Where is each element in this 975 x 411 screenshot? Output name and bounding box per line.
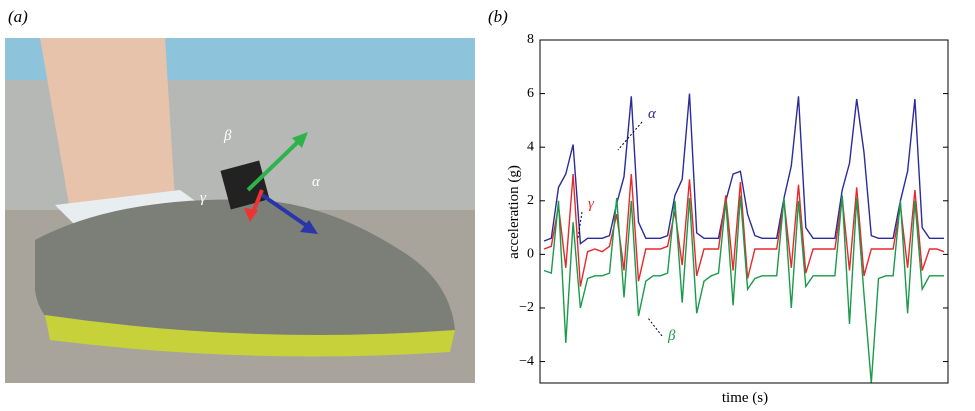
- x-axis-label: time (s): [722, 390, 768, 406]
- photo-arrow-label: γ: [200, 190, 207, 206]
- sole: [45, 315, 455, 357]
- alpha-arrow: [260, 193, 312, 230]
- series-label: α: [648, 106, 657, 122]
- y-tick-label: −2: [519, 300, 534, 315]
- gamma-arrowhead: [244, 208, 258, 222]
- plot: −4 −2 0 2 4 6 8 α γ β: [519, 32, 948, 384]
- photo: β γ α: [5, 38, 475, 383]
- y-tick-label: −4: [519, 354, 534, 369]
- annotation-leader: [617, 121, 643, 151]
- leg: [40, 38, 175, 210]
- y-axis-label: acceleration (g): [506, 165, 522, 259]
- series-label: β: [667, 328, 676, 344]
- panel-label: (a): [8, 7, 28, 26]
- annotation-leader: [577, 211, 583, 239]
- photo-arrow-label: α: [312, 174, 321, 190]
- series-line: [543, 195, 944, 384]
- photo-arrow-label: β: [223, 128, 232, 144]
- series-line: [543, 93, 944, 246]
- y-tick-label: 6: [527, 86, 534, 101]
- shoe: [35, 199, 455, 349]
- y-tick-label: 0: [527, 247, 534, 262]
- series-line: [543, 173, 945, 287]
- series-label: γ: [588, 196, 595, 212]
- panel-label: (b): [488, 7, 508, 26]
- plot-frame: [539, 39, 949, 384]
- y-tick-label: 2: [527, 193, 534, 208]
- y-tick-label: 8: [527, 32, 534, 47]
- beta-arrow: [246, 136, 304, 192]
- beta-arrowhead: [292, 132, 308, 148]
- annotation-leader: [647, 317, 663, 337]
- y-tick-label: 4: [527, 139, 534, 154]
- alpha-arrowhead: [300, 220, 318, 234]
